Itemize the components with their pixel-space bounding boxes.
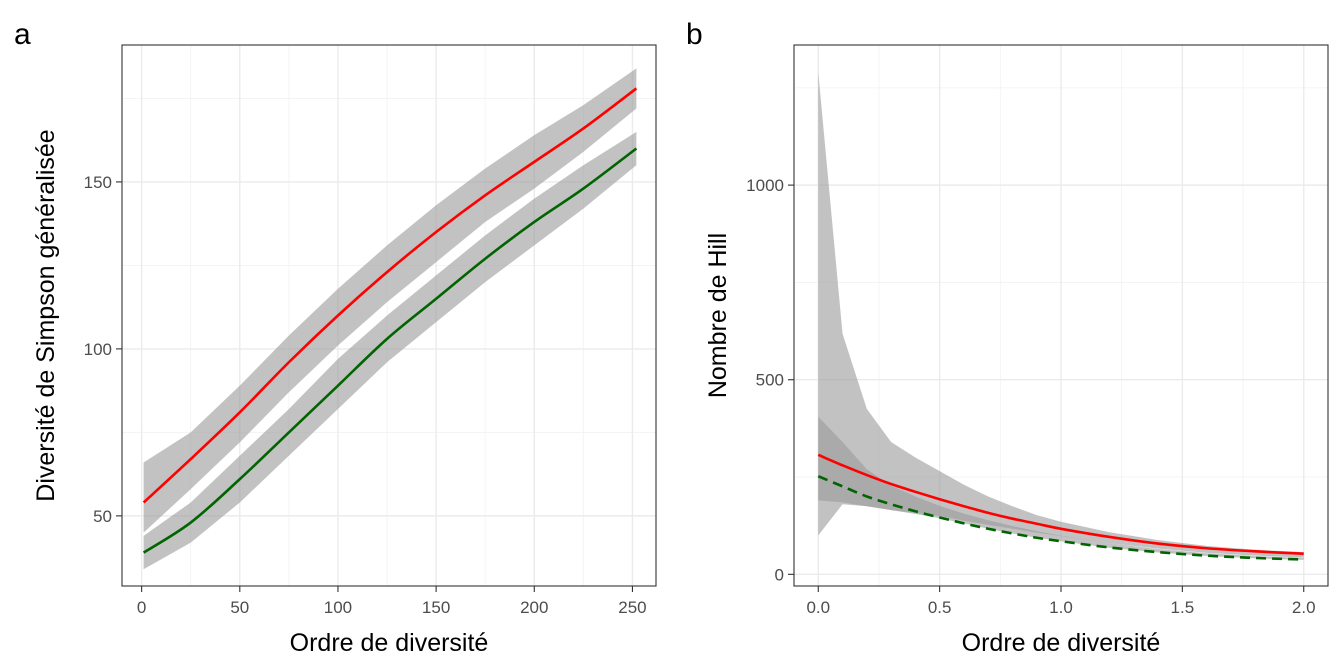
panel-label: a: [14, 18, 31, 51]
confidence-bands: [143, 68, 637, 570]
y-tick-label: 50: [93, 507, 112, 526]
panel-label: b: [686, 18, 703, 51]
panel-border: [121, 44, 657, 587]
x-tick-label: 150: [422, 598, 450, 617]
x-tick-label: 0: [137, 598, 146, 617]
series-line-green: [142, 147, 638, 554]
gridlines: [794, 45, 1328, 586]
series-lines: [817, 453, 1304, 561]
y-tick-label: 150: [84, 173, 112, 192]
series-lines: [142, 87, 638, 554]
series-line-red: [142, 87, 638, 504]
x-tick-label: 1.0: [1049, 598, 1073, 617]
series-line-red: [817, 453, 1304, 555]
panel-b: 0.0 0.5 1.0 1.5 2.0 0 500 1000 Ordre de diversit…: [686, 18, 1329, 657]
x-tick-label: 100: [324, 598, 352, 617]
confidence-band-green: [143, 131, 637, 570]
x-tick-label: 2.0: [1292, 598, 1316, 617]
x-tick-label: 250: [618, 598, 646, 617]
confidence-band-red: [143, 68, 637, 533]
y-axis-title: Diversité de Simpson généralisée: [32, 129, 60, 501]
x-tick-label: 200: [520, 598, 548, 617]
x-tick-label: 0.0: [806, 598, 830, 617]
y-axis-title: Nombre de Hill: [704, 233, 732, 398]
axes: 0.0 0.5 1.0 1.5 2.0 0 500 1000: [746, 176, 1315, 617]
x-tick-label: 50: [230, 598, 249, 617]
series-line-green: [817, 475, 1304, 561]
axes: 0 50 100 150 200 250 50 100 150: [84, 173, 647, 617]
x-axis-title: Ordre de diversité: [290, 629, 489, 657]
y-tick-label: 0: [775, 565, 784, 584]
y-tick-label: 1000: [746, 176, 784, 195]
y-tick-label: 500: [756, 371, 784, 390]
panel-a: 0 50 100 150 200 250 50 100 150 Ordre de diversit…: [14, 18, 657, 657]
x-tick-label: 0.5: [928, 598, 952, 617]
x-axis-title: Ordre de diversité: [962, 629, 1161, 657]
x-tick-label: 1.5: [1171, 598, 1195, 617]
y-tick-label: 100: [84, 340, 112, 359]
